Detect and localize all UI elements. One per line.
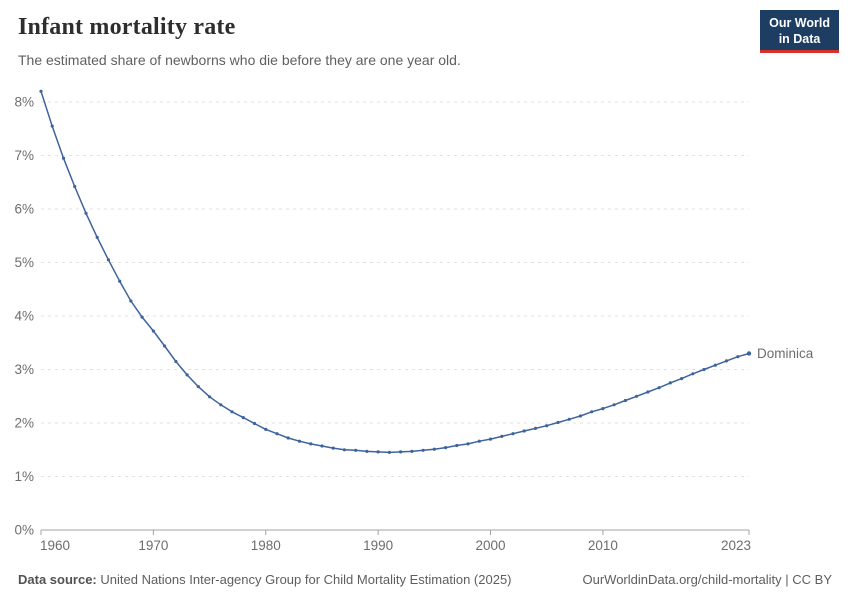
data-point <box>129 299 133 303</box>
y-tick-label: 5% <box>14 255 34 270</box>
data-point <box>410 449 414 453</box>
data-point <box>646 390 650 394</box>
y-tick-label: 7% <box>14 148 34 163</box>
x-tick-label: 1970 <box>138 538 168 553</box>
data-point <box>252 421 257 426</box>
data-point <box>635 394 639 398</box>
data-point <box>590 410 594 414</box>
data-point <box>612 403 616 407</box>
data-point <box>185 373 189 377</box>
data-point <box>421 448 425 452</box>
data-point <box>297 439 302 443</box>
data-point <box>365 449 369 453</box>
logo-text-line2: in Data <box>778 32 821 46</box>
data-point <box>736 355 740 359</box>
data-point <box>61 156 66 160</box>
data-point <box>455 443 459 448</box>
data-point <box>432 447 436 451</box>
data-point <box>106 258 110 262</box>
data-point <box>241 416 245 420</box>
data-point <box>533 426 538 430</box>
data-point <box>724 359 729 363</box>
page-title: Infant mortality rate <box>18 14 236 40</box>
data-point <box>668 381 672 385</box>
y-tick-label: 4% <box>14 309 34 324</box>
data-point <box>657 386 661 390</box>
data-point <box>84 211 88 215</box>
data-point <box>702 367 706 372</box>
data-point <box>567 417 571 421</box>
data-point <box>522 429 526 433</box>
x-tick-label: 1980 <box>251 538 281 553</box>
data-point <box>151 329 155 333</box>
y-tick-label: 2% <box>14 416 34 431</box>
y-tick-label: 0% <box>14 523 34 538</box>
y-tick-label: 8% <box>14 95 34 110</box>
data-point <box>163 344 167 348</box>
data-point <box>746 351 752 356</box>
data-source: Data source: United Nations Inter-agency… <box>18 572 512 587</box>
data-point <box>387 450 391 454</box>
data-point <box>95 235 99 239</box>
data-point <box>601 407 605 411</box>
data-point <box>331 446 335 450</box>
x-tick-label: 2010 <box>588 538 618 553</box>
y-tick-label: 3% <box>14 362 34 377</box>
data-point <box>500 434 504 438</box>
data-point <box>309 442 313 446</box>
data-source-text: United Nations Inter-agency Group for Ch… <box>100 572 512 587</box>
owid-logo[interactable]: Our World in Data <box>760 10 839 53</box>
data-point <box>444 446 448 450</box>
x-tick-label: 2023 <box>721 538 751 553</box>
entity-label[interactable]: Dominica <box>757 346 814 361</box>
data-point <box>140 315 144 319</box>
data-point <box>691 372 695 376</box>
data-point <box>320 444 324 448</box>
data-point <box>39 89 43 93</box>
data-point <box>623 398 628 403</box>
data-point <box>73 184 77 189</box>
x-tick-label: 1960 <box>40 538 70 553</box>
data-point <box>466 442 470 446</box>
data-point <box>399 450 403 454</box>
data-point <box>488 437 493 441</box>
data-point <box>354 448 358 452</box>
data-point <box>196 385 200 389</box>
x-tick-label: 2000 <box>476 538 506 553</box>
data-point <box>342 448 346 452</box>
data-point <box>264 427 268 431</box>
data-point <box>208 395 212 399</box>
data-point <box>286 436 290 440</box>
data-source-label: Data source: <box>18 572 97 587</box>
data-point <box>545 424 549 428</box>
data-point <box>50 124 54 128</box>
footer: Data source: United Nations Inter-agency… <box>18 572 832 587</box>
trend-line <box>40 90 750 454</box>
x-tick-label: 1990 <box>363 538 393 553</box>
data-point <box>556 420 560 425</box>
data-point <box>219 403 223 407</box>
y-tick-label: 1% <box>14 469 34 484</box>
data-point <box>174 359 178 364</box>
y-tick-label: 6% <box>14 202 34 217</box>
data-point <box>230 410 234 414</box>
citation-link[interactable]: OurWorldinData.org/child-mortality | CC … <box>582 572 833 587</box>
chart-subtitle: The estimated share of newborns who die … <box>18 52 461 68</box>
data-point <box>578 414 583 418</box>
data-point <box>511 432 515 436</box>
data-point <box>680 377 684 381</box>
data-point <box>118 279 122 283</box>
data-point <box>275 432 279 436</box>
data-point <box>376 450 380 454</box>
data-point <box>477 439 481 443</box>
data-point <box>713 363 717 367</box>
logo-text-line1: Our World <box>769 16 830 30</box>
